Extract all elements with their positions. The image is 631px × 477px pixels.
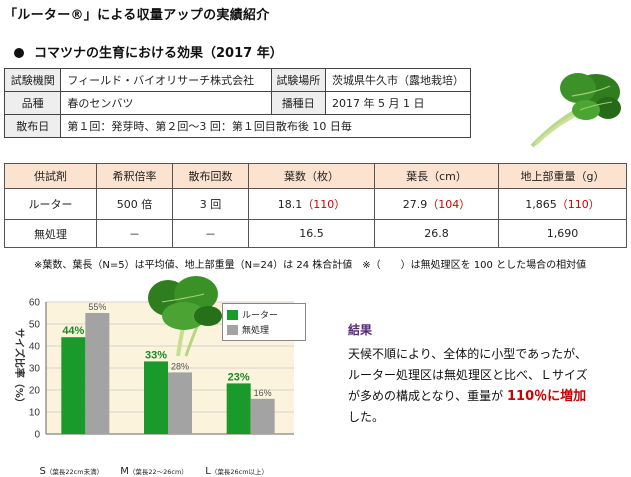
- variety-label: 品種: [3, 91, 62, 115]
- chart-legend: ルーター 無処理: [222, 303, 306, 341]
- table-row: 散布日 第１回：発芽時、第２回～3 回：第１回目散布後 10 日毎: [3, 114, 471, 138]
- length-value: 26.8: [374, 219, 499, 248]
- komatsuna-leaves-icon: [530, 73, 621, 148]
- conclusion-line: が多めの構成となり、重量が 110％に増加: [348, 386, 630, 407]
- conclusion-line-text: が多めの構成となり、重量が: [348, 389, 507, 403]
- col-header: 散布回数: [172, 163, 249, 189]
- y-tick-label: 30: [29, 364, 41, 375]
- bar-L-control: [250, 398, 275, 434]
- sow-value: 2017 年 5 月 1 日: [325, 91, 471, 115]
- legend-item: ルーター: [227, 308, 278, 322]
- conclusion-highlight: 110％に増加: [506, 389, 587, 404]
- trial-info-table: 試験機関 フィールド・バイオリサーチ株式会社 試験場所 茨城県牛久市（露地栽培）…: [3, 68, 471, 138]
- table-row: ルーター 500 倍 3 回 18.1（110） 27.9（104） 1,865…: [4, 188, 627, 220]
- data-label: 44%: [62, 325, 84, 337]
- bar-L-router: [226, 383, 251, 434]
- legend-label: 無処理: [242, 326, 270, 336]
- dilution-cell: －: [96, 219, 173, 248]
- conclusion-line: ルーター処理区は無処理区と比べ、Ｌサイズ: [348, 368, 588, 382]
- leaves-relative: （110）: [302, 198, 346, 211]
- weight-value: 1,865: [525, 198, 557, 211]
- times-cell: 3 回: [172, 188, 249, 220]
- leaves-value: 18.1: [277, 198, 303, 211]
- y-tick-label: 60: [29, 298, 41, 309]
- footnote: ※葉数、葉長（N=5）は平均値、地上部重量（N=24）は 24 株合計値 ※（ …: [34, 260, 587, 271]
- section-title: コマツナの生育における効果（2017 年）: [14, 42, 283, 61]
- komatsuna-photo: [148, 276, 222, 357]
- x-tick-category: S: [40, 466, 46, 477]
- col-header: 供試剤: [4, 163, 97, 189]
- x-tick-label: M（葉長22～26cm）: [120, 466, 188, 477]
- leaves-value: 16.5: [248, 219, 375, 248]
- treatment-name: 無処理: [4, 219, 97, 248]
- site-value: 茨城県牛久市（露地栽培）: [325, 68, 471, 92]
- legend-label: ルーター: [242, 311, 279, 321]
- y-tick-label: 20: [29, 386, 41, 397]
- col-header: 葉長（cm）: [374, 163, 499, 189]
- org-label: 試験機関: [3, 68, 62, 92]
- y-tick-label: 40: [29, 342, 41, 353]
- spray-label: 散布日: [3, 114, 62, 138]
- treatment-name: ルーター: [4, 188, 97, 220]
- komatsuna-illustration: [530, 73, 621, 148]
- length-value: 27.9: [402, 198, 428, 211]
- site-label: 試験場所: [270, 68, 327, 92]
- times-cell: －: [172, 219, 249, 248]
- bar-S-control: [85, 313, 110, 434]
- results-table: 供試剤 希釈倍率 散布回数 葉数（枚） 葉長（cm） 地上部重量（g） ルーター…: [4, 163, 627, 248]
- spray-value: 第１回：発芽時、第２回～3 回：第１回目散布後 10 日毎: [60, 114, 471, 138]
- table-row: 品種 春のセンバツ 播種日 2017 年 5 月 1 日: [3, 91, 471, 115]
- data-label: 33%: [145, 349, 167, 361]
- x-tick-label: L（葉長26cm以上）: [205, 466, 268, 477]
- section-title-text: コマツナの生育における効果（2017 年）: [34, 46, 283, 61]
- bar-S-router: [61, 337, 86, 434]
- conclusion-text: 天候不順により、全体的に小型であったが、 ルーター処理区は無処理区と比べ、Ｌサイ…: [348, 344, 630, 428]
- x-tick-label: S（葉長22cm未満）: [40, 466, 104, 477]
- dilution-cell: 500 倍: [96, 188, 173, 220]
- x-tick-category: L: [205, 466, 211, 477]
- data-label: 16%: [254, 388, 272, 398]
- x-tick-note: （葉長26cm以上）: [211, 467, 268, 476]
- komatsuna-bunch-icon: [148, 276, 222, 357]
- weight-relative: （110）: [556, 198, 600, 211]
- col-header: 希釈倍率: [96, 163, 173, 189]
- data-label: 55%: [88, 302, 106, 312]
- page-title: 「ルーター®」による収量アップの実績紹介: [4, 8, 270, 23]
- x-tick-category: M: [120, 466, 129, 477]
- table-row: 無処理 － － 16.5 26.8 1,690: [4, 219, 627, 248]
- conclusion-line: 天候不順により、全体的に小型であったが、: [348, 347, 587, 361]
- bar-M-control: [168, 372, 192, 434]
- leaves-cell: 18.1（110）: [248, 188, 375, 220]
- table-row: 試験機関 フィールド・バイオリサーチ株式会社 試験場所 茨城県牛久市（露地栽培）: [3, 68, 471, 92]
- conclusion-line: した。: [348, 410, 385, 424]
- legend-swatch: [227, 325, 238, 335]
- table-header-row: 供試剤 希釈倍率 散布回数 葉数（枚） 葉長（cm） 地上部重量（g）: [4, 163, 627, 189]
- x-tick-note: （葉長22cm未満）: [46, 467, 103, 476]
- org-value: フィールド・バイオリサーチ株式会社: [60, 68, 272, 92]
- legend-swatch: [227, 310, 238, 320]
- bar-M-router: [144, 361, 168, 434]
- data-label: 28%: [171, 361, 189, 371]
- variety-value: 春のセンバツ: [60, 91, 272, 115]
- y-tick-label: 50: [29, 320, 41, 331]
- y-tick-label: 0: [34, 430, 40, 441]
- length-cell: 27.9（104）: [374, 188, 499, 220]
- y-axis-label: サイズ比率（%）: [13, 328, 26, 408]
- col-header: 地上部重量（g）: [498, 163, 627, 189]
- x-tick-note: （葉長22～26cm）: [129, 467, 188, 476]
- legend-item: 無処理: [227, 323, 269, 337]
- col-header: 葉数（枚）: [248, 163, 375, 189]
- weight-value: 1,690: [498, 219, 627, 248]
- conclusion-title: 結果: [348, 323, 373, 337]
- weight-cell: 1,865（110）: [498, 188, 627, 220]
- sow-label: 播種日: [270, 91, 327, 115]
- y-tick-label: 10: [29, 408, 41, 419]
- data-label: 23%: [228, 371, 250, 383]
- length-relative: （104）: [427, 198, 471, 211]
- bullet-icon: [14, 48, 24, 58]
